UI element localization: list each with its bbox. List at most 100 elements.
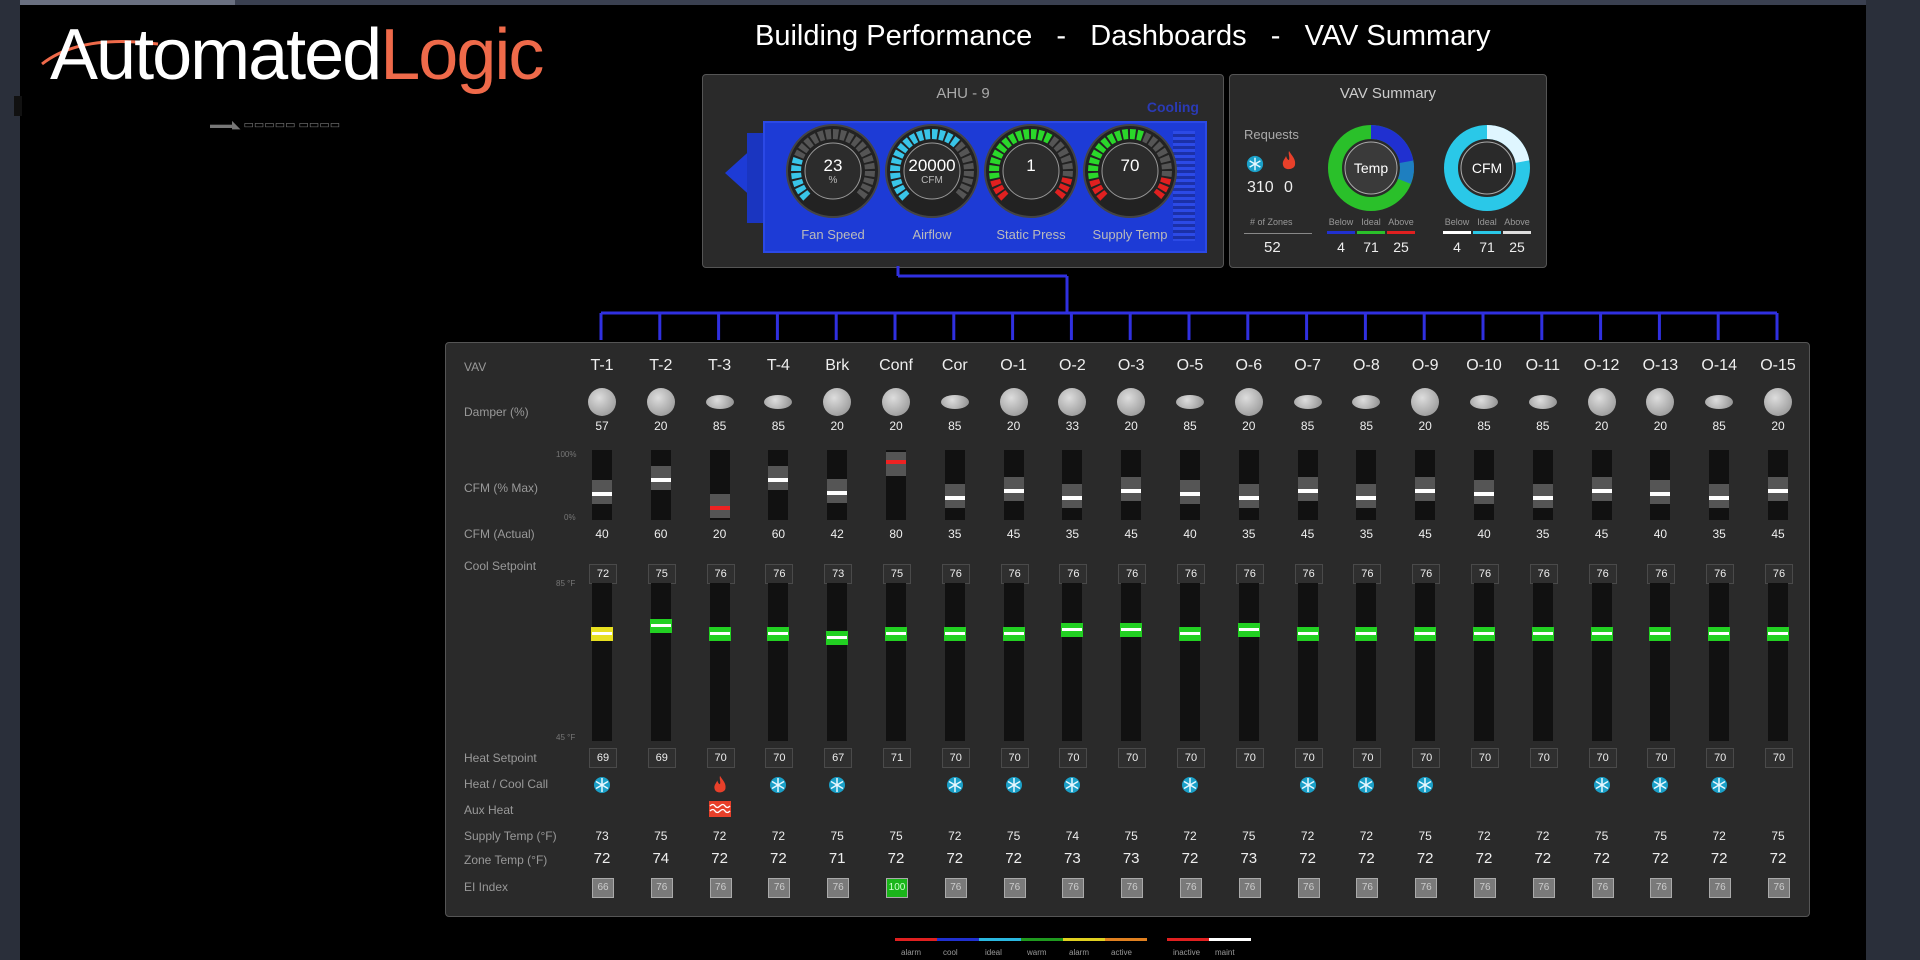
ei-index-badge[interactable]: 76 [1180, 878, 1202, 898]
gauge-0[interactable]: 23% [785, 123, 881, 219]
ei-index-badge[interactable]: 76 [1768, 878, 1790, 898]
heat-setpoint-value[interactable]: 70 [1529, 748, 1558, 768]
ei-index-badge[interactable]: 76 [650, 878, 673, 898]
vav-name[interactable]: O-8 [1353, 357, 1380, 374]
vav-column-conf[interactable]: Conf 20 80 75 71 75 72 100 [868, 343, 924, 916]
heat-setpoint-value[interactable]: 69 [647, 748, 676, 768]
vav-name[interactable]: T-4 [766, 357, 790, 374]
vav-column-t-2[interactable]: T-2 20 60 75 69 75 74 76 [633, 343, 689, 916]
vav-name[interactable]: O-12 [1583, 357, 1620, 374]
ei-index-badge[interactable]: 76 [1003, 878, 1026, 898]
vav-grid-panel[interactable]: VAV Damper (%) CFM (% Max) CFM (Actual) … [445, 342, 1810, 917]
vav-name[interactable]: O-7 [1294, 357, 1321, 374]
vav-column-o-10[interactable]: O-10 85 40 76 70 72 72 76 [1456, 343, 1512, 916]
vav-name[interactable]: O-6 [1235, 357, 1263, 374]
ei-index-badge[interactable]: 76 [1474, 878, 1496, 898]
ei-index-badge[interactable]: 76 [1238, 878, 1261, 898]
vav-name[interactable]: O-2 [1059, 357, 1086, 374]
heat-setpoint-value[interactable]: 70 [1294, 748, 1323, 768]
cool-setpoint-value[interactable]: 72 [589, 564, 617, 584]
ei-index-badge[interactable]: 76 [944, 878, 967, 898]
cool-setpoint-value[interactable]: 76 [1118, 564, 1147, 584]
vav-column-t-1[interactable]: T-1 57 40 72 69 73 72 66 [574, 343, 630, 916]
vav-column-o-15[interactable]: O-15 20 45 76 70 75 72 76 [1750, 343, 1806, 916]
vav-column-o-3[interactable]: O-3 20 45 76 70 75 73 76 [1103, 343, 1159, 916]
cfm-donut-chart[interactable]: CFM [1442, 123, 1532, 213]
ei-index-badge[interactable]: 66 [592, 878, 614, 898]
heat-setpoint-value[interactable]: 70 [1647, 748, 1676, 768]
ei-index-badge[interactable]: 76 [1356, 878, 1379, 898]
vav-name[interactable]: O-1 [1000, 357, 1027, 374]
gauge-1[interactable]: 20000 CFM [884, 123, 980, 219]
heat-setpoint-value[interactable]: 71 [883, 748, 911, 768]
vav-name[interactable]: O-9 [1411, 357, 1439, 374]
ei-index-badge[interactable]: 76 [768, 878, 791, 898]
vav-column-o-13[interactable]: O-13 20 40 76 70 75 72 76 [1632, 343, 1688, 916]
vav-name[interactable]: O-14 [1701, 357, 1737, 374]
heat-setpoint-value[interactable]: 70 [1588, 748, 1617, 768]
vav-column-o-2[interactable]: O-2 33 35 76 70 74 73 76 [1044, 343, 1100, 916]
ei-index-badge[interactable]: 76 [1591, 878, 1614, 898]
vav-column-t-3[interactable]: T-3 85 20 76 70 72 72 76 [692, 343, 748, 916]
ei-index-badge[interactable]: 76 [1062, 878, 1085, 898]
vav-name[interactable]: O-10 [1466, 357, 1502, 374]
ei-index-badge[interactable]: 76 [1709, 878, 1732, 898]
heat-setpoint-value[interactable]: 70 [1412, 748, 1441, 768]
cool-setpoint-value[interactable]: 76 [1471, 564, 1499, 584]
ahu-panel[interactable]: AHU - 9 Cooling 23% Fan Speed 20000 CFM Airf… [702, 74, 1224, 268]
ei-index-badge[interactable]: 76 [1415, 878, 1438, 898]
cool-setpoint-value[interactable]: 76 [1588, 564, 1617, 584]
cool-setpoint-value[interactable]: 76 [1765, 564, 1793, 584]
heat-setpoint-value[interactable]: 70 [1059, 748, 1088, 768]
heat-setpoint-value[interactable]: 70 [1000, 748, 1029, 768]
temp-donut-chart[interactable]: Temp [1326, 123, 1416, 213]
heat-setpoint-value[interactable]: 67 [824, 748, 853, 768]
ei-index-badge[interactable]: 76 [1650, 878, 1673, 898]
cool-setpoint-value[interactable]: 76 [1059, 564, 1088, 584]
vav-name[interactable]: Conf [879, 357, 913, 374]
cool-setpoint-value[interactable]: 76 [941, 564, 970, 584]
heat-setpoint-value[interactable]: 70 [706, 748, 735, 768]
heat-setpoint-value[interactable]: 70 [1765, 748, 1793, 768]
heat-setpoint-value[interactable]: 70 [1706, 748, 1735, 768]
vav-name[interactable]: T-1 [590, 357, 614, 374]
ei-index-badge[interactable]: 76 [827, 878, 850, 898]
heat-setpoint-value[interactable]: 69 [589, 748, 617, 768]
cool-setpoint-value[interactable]: 76 [1177, 564, 1205, 584]
vav-name[interactable]: O-5 [1176, 357, 1204, 374]
heat-setpoint-value[interactable]: 70 [1177, 748, 1205, 768]
ei-index-badge[interactable]: 76 [709, 878, 732, 898]
vav-name[interactable]: T-2 [649, 357, 673, 374]
cool-setpoint-value[interactable]: 73 [824, 564, 853, 584]
ei-index-badge[interactable]: 76 [1121, 878, 1144, 898]
vav-column-o-9[interactable]: O-9 20 45 76 70 75 72 76 [1397, 343, 1453, 916]
vav-column-o-1[interactable]: O-1 20 45 76 70 75 72 76 [986, 343, 1042, 916]
ei-index-badge[interactable]: 76 [1532, 878, 1555, 898]
cool-setpoint-value[interactable]: 76 [1706, 564, 1735, 584]
vav-name[interactable]: O-13 [1642, 357, 1679, 374]
heat-setpoint-value[interactable]: 70 [765, 748, 794, 768]
vav-summary-panel[interactable]: VAV Summary Requests 310 0 # of Zones 52… [1229, 74, 1547, 268]
cool-setpoint-value[interactable]: 76 [1353, 564, 1382, 584]
vav-name[interactable]: Brk [825, 357, 850, 374]
vav-column-o-11[interactable]: O-11 85 35 76 70 72 72 76 [1515, 343, 1571, 916]
vav-name[interactable]: O-11 [1525, 357, 1560, 374]
vav-column-o-8[interactable]: O-8 85 35 76 70 72 72 76 [1338, 343, 1394, 916]
ei-index-badge[interactable]: 76 [1297, 878, 1320, 898]
cool-setpoint-value[interactable]: 76 [1412, 564, 1441, 584]
vav-name[interactable]: T-3 [708, 357, 732, 374]
vav-column-o-12[interactable]: O-12 20 45 76 70 75 72 76 [1574, 343, 1630, 916]
vav-column-o-14[interactable]: O-14 85 35 76 70 72 72 76 [1691, 343, 1747, 916]
vav-column-o-6[interactable]: O-6 20 35 76 70 75 73 76 [1221, 343, 1277, 916]
gauge-2[interactable]: 1 [983, 123, 1079, 219]
heat-setpoint-value[interactable]: 70 [1118, 748, 1147, 768]
vav-column-t-4[interactable]: T-4 85 60 76 70 72 72 76 [750, 343, 806, 916]
cool-setpoint-value[interactable]: 76 [1000, 564, 1029, 584]
heat-setpoint-value[interactable]: 70 [1235, 748, 1264, 768]
cool-setpoint-value[interactable]: 75 [647, 564, 676, 584]
cool-setpoint-value[interactable]: 76 [1529, 564, 1558, 584]
cool-setpoint-value[interactable]: 76 [1294, 564, 1323, 584]
cool-setpoint-value[interactable]: 76 [765, 564, 794, 584]
cool-setpoint-value[interactable]: 76 [1235, 564, 1264, 584]
vav-column-o-5[interactable]: O-5 85 40 76 70 72 72 76 [1162, 343, 1218, 916]
